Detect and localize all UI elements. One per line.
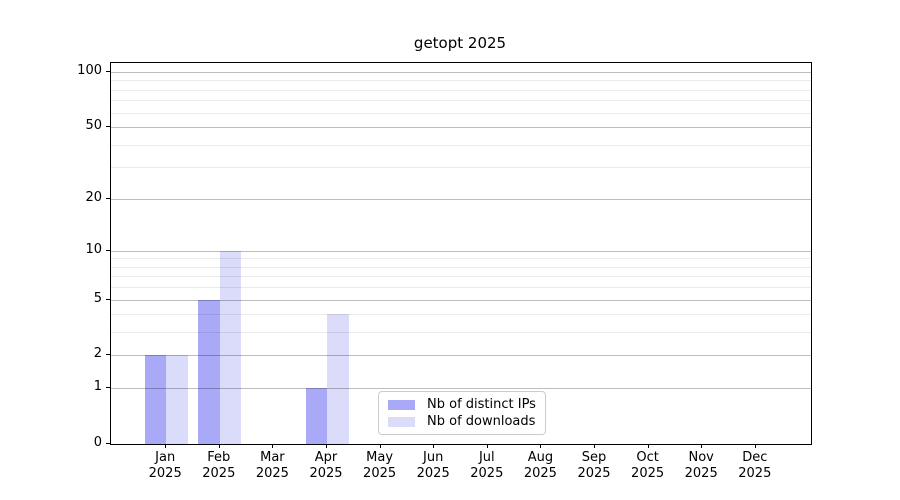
y-tick-label-2: 2 — [93, 346, 102, 362]
y-tick-2 — [106, 354, 110, 356]
gridline-major-20 — [111, 198, 811, 200]
bar-ips-jan — [144, 355, 167, 444]
gridline-minor-6 — [111, 287, 811, 289]
x-tick-label-feb: Feb 2025 — [202, 450, 236, 481]
legend-label-distinct-ips: Nb of distinct IPs — [427, 397, 536, 412]
x-tick-jul — [486, 444, 488, 448]
x-tick-label-jan: Jan 2025 — [148, 450, 182, 481]
y-tick-label-0: 0 — [93, 435, 102, 450]
legend-item-distinct-ips: Nb of distinct IPs — [388, 396, 536, 413]
gridline-minor-40 — [111, 144, 811, 146]
y-tick-label-100: 100 — [77, 62, 102, 78]
gridline-major-100 — [111, 71, 811, 73]
x-tick-label-may: May 2025 — [363, 450, 397, 481]
x-tick-oct — [647, 444, 649, 448]
x-tick-label-nov: Nov 2025 — [684, 450, 718, 481]
x-tick-may — [379, 444, 381, 448]
x-tick-label-sep: Sep 2025 — [577, 450, 611, 481]
y-tick-0 — [106, 443, 110, 444]
gridline-minor-7 — [111, 276, 811, 278]
y-tick-100 — [106, 70, 110, 72]
legend-swatch-distinct-ips — [388, 399, 415, 410]
gridline-minor-8 — [111, 266, 811, 268]
bar-ips-apr — [305, 388, 327, 444]
bar-downloads-jan — [166, 355, 188, 444]
x-tick-feb — [218, 444, 220, 448]
gridline-minor-60 — [111, 112, 811, 114]
x-tick-nov — [701, 444, 703, 448]
x-tick-label-apr: Apr 2025 — [309, 450, 343, 481]
x-tick-dec — [754, 444, 756, 448]
gridline-minor-4 — [111, 314, 811, 316]
bar-downloads-apr — [327, 314, 349, 444]
y-tick-10 — [106, 249, 110, 251]
legend-swatch-downloads — [388, 416, 415, 427]
gridline-major-5 — [111, 299, 811, 301]
x-tick-label-mar: Mar 2025 — [255, 450, 289, 481]
x-tick-label-jul: Jul 2025 — [470, 450, 504, 481]
gridline-minor-9 — [111, 258, 811, 260]
legend: Nb of distinct IPs Nb of downloads — [378, 391, 546, 435]
y-tick-label-20: 20 — [85, 189, 102, 205]
gridline-major-10 — [111, 250, 811, 252]
gridline-major-1 — [111, 388, 811, 390]
legend-item-downloads: Nb of downloads — [388, 413, 536, 430]
x-tick-jun — [433, 444, 435, 448]
y-tick-label-50: 50 — [85, 118, 102, 134]
x-tick-label-jun: Jun 2025 — [416, 450, 450, 481]
plot-area — [110, 62, 812, 445]
x-tick-mar — [272, 444, 274, 448]
x-tick-aug — [540, 444, 542, 448]
bar-downloads-feb — [219, 250, 242, 444]
y-tick-5 — [106, 298, 110, 300]
x-tick-jan — [165, 444, 167, 448]
y-tick-label-1: 1 — [93, 379, 102, 395]
x-tick-apr — [326, 444, 327, 448]
gridline-minor-30 — [111, 167, 811, 169]
gridline-minor-70 — [111, 100, 811, 102]
gridline-minor-3 — [111, 332, 811, 334]
x-tick-sep — [594, 444, 595, 448]
y-tick-50 — [106, 126, 110, 128]
gridline-minor-80 — [111, 89, 811, 91]
chart-title: getopt 2025 — [413, 34, 507, 52]
gridline-minor-90 — [111, 80, 811, 82]
x-tick-label-aug: Aug 2025 — [523, 450, 557, 481]
bar-ips-feb — [198, 299, 220, 444]
y-tick-label-10: 10 — [85, 241, 102, 257]
y-tick-20 — [106, 197, 110, 199]
y-tick-1 — [106, 387, 110, 389]
y-tick-label-5: 5 — [93, 290, 102, 306]
gridline-major-50 — [111, 127, 811, 129]
legend-label-downloads: Nb of downloads — [427, 414, 536, 429]
gridline-major-2 — [111, 355, 811, 357]
x-tick-label-dec: Dec 2025 — [738, 450, 772, 481]
x-tick-label-oct: Oct 2025 — [631, 450, 665, 481]
